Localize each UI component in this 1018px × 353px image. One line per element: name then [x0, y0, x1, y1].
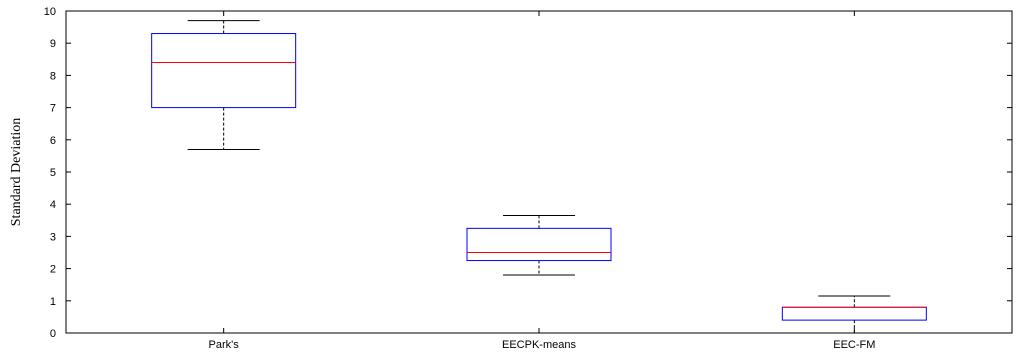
iqr-box — [151, 33, 297, 109]
y-tick-label: 4 — [50, 199, 56, 211]
iqr-box — [466, 227, 612, 262]
boxes-group — [151, 20, 927, 334]
box-group — [466, 214, 612, 276]
y-tick-label: 3 — [50, 231, 56, 243]
x-tick-label: EEC-FM — [833, 339, 875, 351]
y-tick-label: 6 — [50, 135, 56, 147]
y-tick-label: 7 — [50, 103, 56, 115]
box-group — [151, 20, 297, 150]
x-tick-label: EECPK-means — [502, 339, 576, 351]
x-axis-ticks: Park's EECPK-means EEC-FM — [209, 11, 875, 351]
y-tick-label: 10 — [44, 6, 56, 18]
plot-area — [65, 10, 1013, 334]
y-axis-label: Standard Deviation — [9, 118, 24, 226]
box-group — [781, 295, 927, 334]
y-tick-label: 2 — [50, 264, 56, 276]
y-axis-ticks: 0 1 2 3 4 5 6 7 8 9 10 — [44, 6, 1012, 340]
y-tick-label: 9 — [50, 38, 56, 50]
y-tick-label: 8 — [50, 70, 56, 82]
x-tick-label: Park's — [209, 339, 240, 351]
y-tick-label: 1 — [50, 296, 56, 308]
y-tick-label: 5 — [50, 167, 56, 179]
y-tick-label: 0 — [50, 328, 56, 340]
